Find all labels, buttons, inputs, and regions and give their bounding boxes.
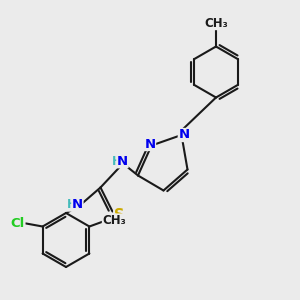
Text: N: N <box>178 128 190 142</box>
Text: H: H <box>112 154 121 168</box>
Text: S: S <box>114 208 124 224</box>
Text: Cl: Cl <box>11 217 25 230</box>
Text: CH₃: CH₃ <box>102 214 126 227</box>
Text: N: N <box>72 198 83 211</box>
Text: N: N <box>144 137 156 151</box>
Text: CH₃: CH₃ <box>204 16 228 30</box>
Text: H: H <box>67 198 76 211</box>
Text: N: N <box>117 154 128 168</box>
